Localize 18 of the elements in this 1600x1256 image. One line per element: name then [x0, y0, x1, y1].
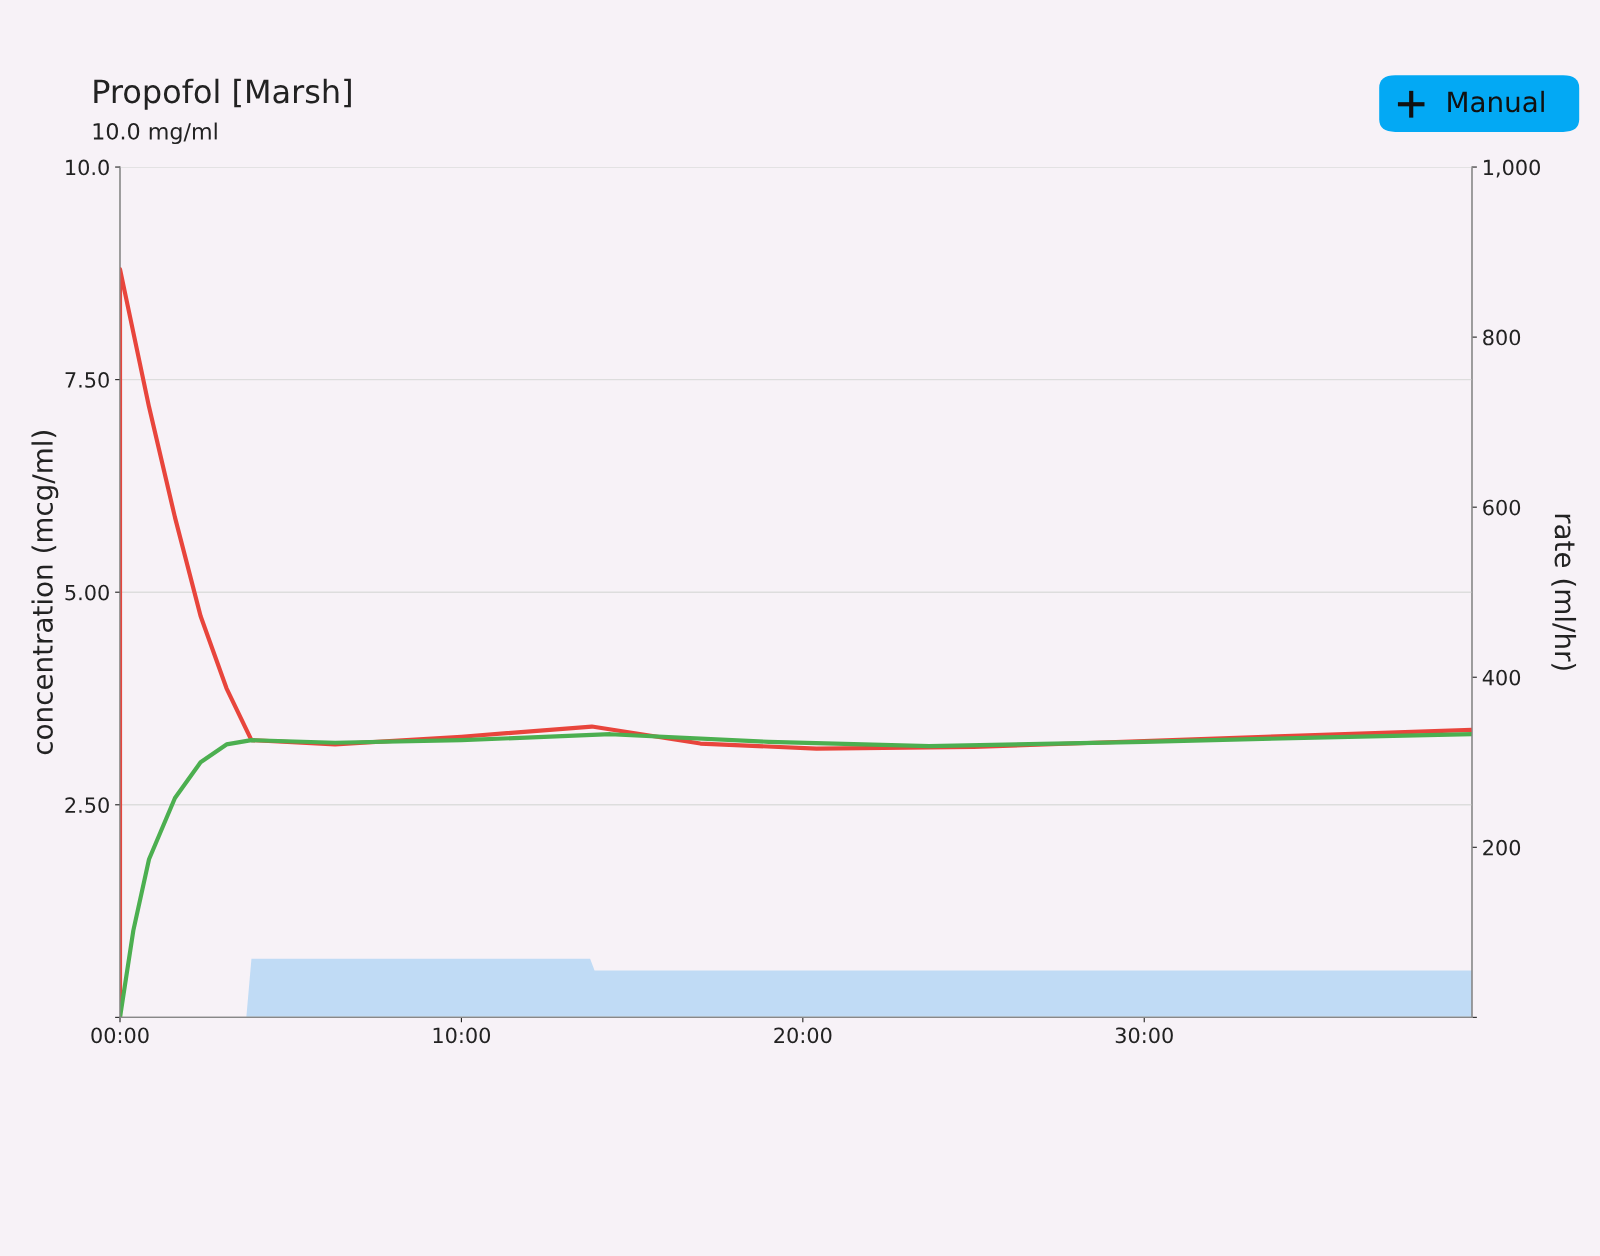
y-tick-label: 10.0 [66, 159, 109, 176]
x-tick-label: 10:00 [433, 1027, 491, 1044]
y2-tick-label: 400 [1482, 669, 1521, 686]
y2-tick-label: 600 [1483, 499, 1521, 516]
x-tick-label: 00:00 [91, 1027, 149, 1044]
y2-tick-label: 800 [1483, 329, 1521, 346]
text: Manual [1448, 90, 1544, 113]
y2-tick-label: 1,000 [1484, 159, 1540, 178]
y-tick-label: 5.00 [65, 584, 109, 601]
y2-tick-label: 200 [1483, 839, 1521, 856]
x-tick-label: 20:00 [774, 1027, 832, 1044]
y-axis-title: concentration (mcg/ml) [31, 431, 59, 755]
x-tick-label: 30:00 [1115, 1027, 1173, 1044]
y-tick-label: 2.50 [65, 797, 109, 813]
chart-title: Propofol [Marsh] [94, 78, 351, 110]
chart-subtitle: 10.0 mg/ml [93, 122, 217, 145]
y-tick-label: 7.50 [65, 372, 109, 388]
y2-axis-title: rate (ml/hr) [1551, 514, 1577, 670]
